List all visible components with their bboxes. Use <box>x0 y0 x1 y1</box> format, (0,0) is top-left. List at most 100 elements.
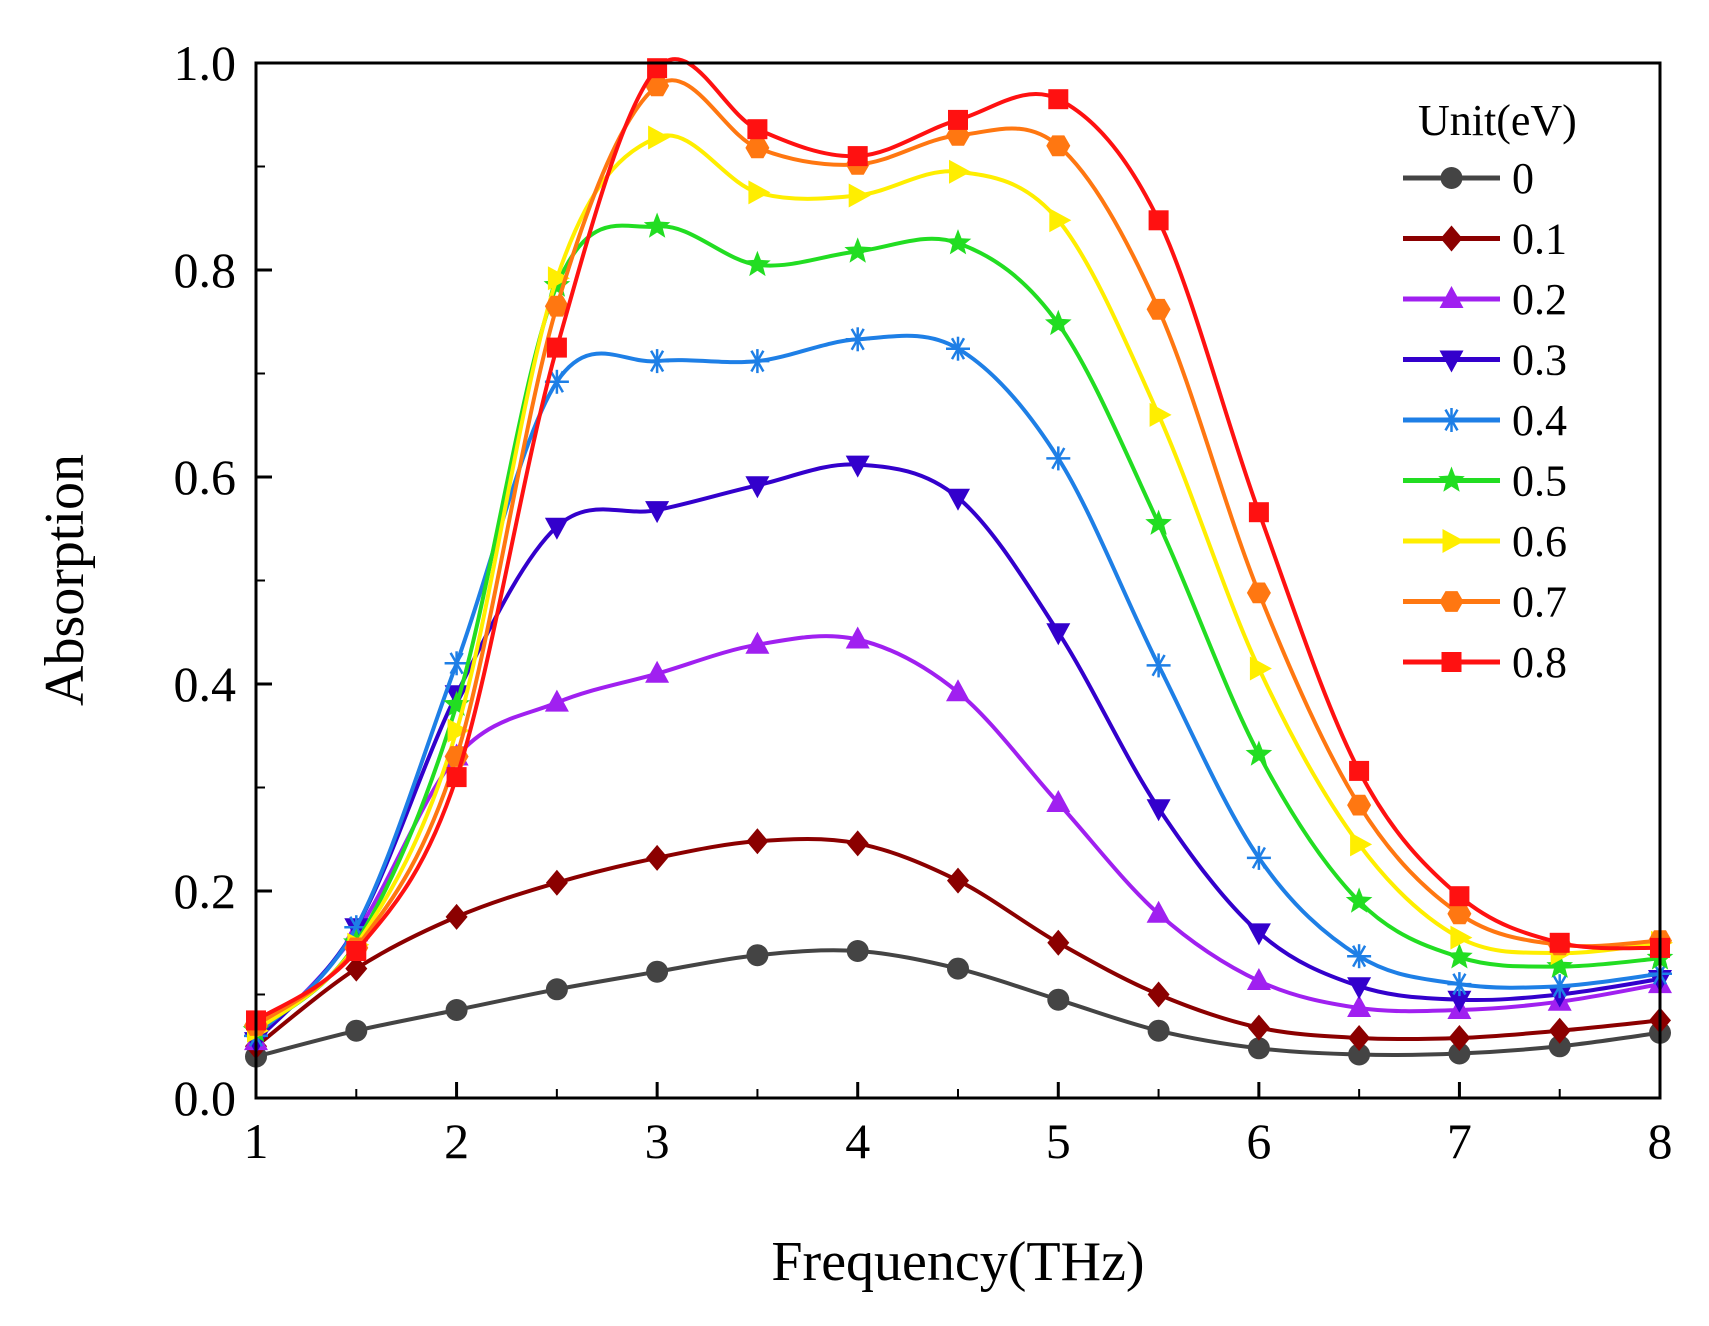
data-point <box>545 869 568 896</box>
legend-marker <box>1439 408 1464 432</box>
data-point <box>345 1019 368 1042</box>
data-point <box>1245 740 1273 766</box>
data-point <box>443 690 470 716</box>
legend-marker <box>1439 286 1464 308</box>
data-point <box>744 250 771 277</box>
data-point <box>1548 1035 1571 1058</box>
data-point <box>1246 582 1271 604</box>
data-point <box>1449 886 1470 907</box>
series-line <box>254 223 1661 1033</box>
data-point <box>645 349 670 374</box>
data-point <box>1248 502 1269 523</box>
data-point <box>1149 402 1172 427</box>
data-point <box>1350 832 1373 857</box>
legend-entry: 0.3 <box>1403 336 1567 385</box>
x-tick-label: 8 <box>1648 1113 1673 1169</box>
x-tick-label: 7 <box>1447 1113 1472 1169</box>
data-point <box>546 337 567 358</box>
data-point <box>1347 794 1372 816</box>
legend-label: 0.4 <box>1512 396 1567 445</box>
legend-label: 0.8 <box>1512 638 1567 687</box>
legend-marker <box>1438 466 1465 492</box>
data-point <box>544 517 569 540</box>
legend-marker <box>1439 350 1464 373</box>
data-point <box>1047 988 1070 1011</box>
series-0.8 <box>246 57 1670 1031</box>
series-line <box>254 78 1661 1028</box>
data-point <box>1146 653 1171 678</box>
legend-entry: 0.4 <box>1403 396 1567 445</box>
data-point <box>1447 903 1472 925</box>
data-point <box>1048 89 1069 110</box>
legend-label: 0.1 <box>1512 215 1567 264</box>
x-tick-label: 3 <box>645 1113 670 1169</box>
data-point <box>846 830 869 857</box>
data-point <box>1349 760 1370 781</box>
plot-frame <box>254 61 1662 1100</box>
data-point <box>746 828 769 855</box>
x-tick-label: 5 <box>1046 1113 1071 1169</box>
legend-label: 0.2 <box>1512 275 1567 324</box>
data-point <box>346 941 367 961</box>
data-point <box>845 455 870 478</box>
data-point <box>946 336 970 361</box>
data-point <box>1246 845 1271 870</box>
data-point <box>1146 900 1171 923</box>
legend-title: Unit(eV) <box>1418 96 1577 145</box>
data-point <box>1547 974 1572 999</box>
x-tick-label: 1 <box>244 1113 269 1169</box>
data-point <box>544 689 569 712</box>
legend-label: 0 <box>1512 154 1534 203</box>
data-point <box>746 944 769 967</box>
data-point <box>1247 1014 1270 1041</box>
data-point <box>947 957 969 980</box>
data-point <box>848 183 871 208</box>
data-point <box>1347 995 1372 1017</box>
data-point <box>1347 977 1372 1000</box>
data-point <box>645 660 670 683</box>
data-point <box>1345 887 1373 913</box>
data-point <box>946 124 970 146</box>
data-point <box>947 867 969 894</box>
data-point <box>1348 1025 1371 1051</box>
axes: 1 2 3 4 5 6 7 8 0.0 0.2 0.4 0.6 0.8 1.0 <box>174 35 1673 1169</box>
data-point <box>544 369 569 394</box>
data-point <box>1246 968 1271 990</box>
data-point <box>545 978 568 1001</box>
legend: Unit(eV) 0 0.1 0.2 0.3 0.4 0.5 0.6 0.7 0.8 <box>1403 96 1577 687</box>
data-point <box>745 631 770 654</box>
y-tick-label: 0.6 <box>174 449 237 505</box>
data-point <box>747 119 768 140</box>
data-point <box>1447 990 1472 1013</box>
data-point <box>948 109 968 130</box>
data-point <box>646 844 669 871</box>
data-point <box>946 679 970 702</box>
data-point <box>445 903 468 930</box>
x-axis-title: Frequency(THz) <box>771 1231 1144 1293</box>
data-point <box>1446 943 1473 969</box>
data-point <box>1147 1019 1170 1042</box>
data-point <box>1348 1043 1371 1066</box>
data-point <box>745 137 770 159</box>
data-point <box>847 146 868 167</box>
data-point <box>745 349 770 374</box>
legend-label: 0.5 <box>1512 457 1567 506</box>
data-point <box>447 718 470 743</box>
series-line <box>254 133 1661 1033</box>
legend-entry: 0.7 <box>1403 578 1567 627</box>
data-point <box>846 940 869 962</box>
x-tick-label: 4 <box>845 1113 870 1169</box>
data-point <box>946 488 970 511</box>
legend-entry: 0.5 <box>1403 457 1567 506</box>
data-point <box>844 237 871 263</box>
data-point <box>345 955 368 982</box>
data-point <box>949 159 971 184</box>
y-tick-label: 1.0 <box>174 35 237 91</box>
data-point <box>1448 1025 1471 1051</box>
data-point <box>1046 623 1071 646</box>
data-point <box>1247 1037 1270 1060</box>
data-point <box>1548 1017 1571 1044</box>
legend-entry: 0.6 <box>1403 517 1567 566</box>
y-tick-label: 0.0 <box>174 1070 237 1126</box>
data-point <box>1146 799 1171 822</box>
